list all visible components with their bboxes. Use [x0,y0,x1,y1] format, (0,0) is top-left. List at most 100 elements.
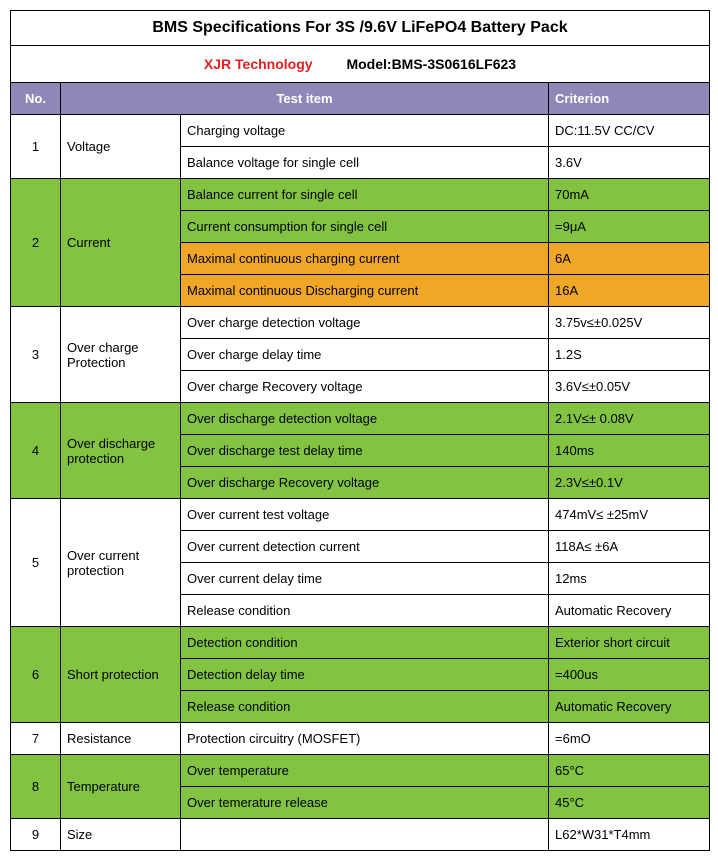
item-cell: Release condition [181,691,549,722]
group-row: 2CurrentBalance current for single cell7… [11,178,709,306]
criterion-cell: Automatic Recovery [549,595,709,626]
subrow: Over temperature65°C [181,755,709,786]
group-category: Short protection [61,627,181,722]
subrow: Over discharge Recovery voltage2.3V≤±0.1… [181,466,709,498]
group-category: Current [61,179,181,306]
item-cell: Balance voltage for single cell [181,147,549,178]
item-cell: Detection condition [181,627,549,658]
criterion-cell: 2.3V≤±0.1V [549,467,709,498]
subrow: Over discharge detection voltage2.1V≤± 0… [181,403,709,434]
header-criterion: Criterion [549,83,709,114]
criterion-cell: 65°C [549,755,709,786]
item-cell: Current consumption for single cell [181,211,549,242]
criterion-cell: 140ms [549,435,709,466]
group-no: 3 [11,307,61,402]
criterion-cell: DC:11.5V CC/CV [549,115,709,146]
size-empty [181,819,549,850]
header-no: No. [11,83,61,114]
subrows: Over current test voltage474mV≤ ±25mVOve… [181,499,709,626]
item-cell: Over charge delay time [181,339,549,370]
subrow: Over current test voltage474mV≤ ±25mV [181,499,709,530]
size-cat: Size [61,819,181,850]
subrow: Release conditionAutomatic Recovery [181,594,709,626]
size-crit: L62*W31*T4mm [549,819,709,850]
group-category: Over current protection [61,499,181,626]
group-row: 8TemperatureOver temperature65°COver tem… [11,754,709,818]
criterion-cell: 6A [549,243,709,274]
criterion-cell: 474mV≤ ±25mV [549,499,709,530]
subrow: Maximal continuous charging current6A [181,242,709,274]
subrows: Over charge detection voltage3.75v≤±0.02… [181,307,709,402]
item-cell: Detection delay time [181,659,549,690]
subrows: Detection conditionExterior short circui… [181,627,709,722]
group-no: 7 [11,723,61,754]
group-row: 5Over current protectionOver current tes… [11,498,709,626]
group-no: 8 [11,755,61,818]
model-label: Model:BMS-3S0616LF623 [346,56,516,72]
subrow: Balance voltage for single cell3.6V [181,146,709,178]
subrow: Balance current for single cell70mA [181,179,709,210]
subrow: Detection delay time=400us [181,658,709,690]
item-cell: Over discharge test delay time [181,435,549,466]
subtitle-row: XJR Technology Model:BMS-3S0616LF623 [11,46,709,83]
criterion-cell: Automatic Recovery [549,691,709,722]
subrow: Charging voltageDC:11.5V CC/CV [181,115,709,146]
group-no: 5 [11,499,61,626]
criterion-cell: 3.75v≤±0.025V [549,307,709,338]
item-cell: Over current delay time [181,563,549,594]
item-cell: Charging voltage [181,115,549,146]
criterion-cell: 12ms [549,563,709,594]
item-cell: Over current test voltage [181,499,549,530]
criterion-cell: 2.1V≤± 0.08V [549,403,709,434]
group-row: 6Short protectionDetection conditionExte… [11,626,709,722]
criterion-cell: 70mA [549,179,709,210]
criterion-cell: 1.2S [549,339,709,370]
item-cell: Over discharge Recovery voltage [181,467,549,498]
item-cell: Over charge detection voltage [181,307,549,338]
item-cell: Maximal continuous charging current [181,243,549,274]
subrow: Over charge Recovery voltage3.6V≤±0.05V [181,370,709,402]
group-row: 3Over charge ProtectionOver charge detec… [11,306,709,402]
criterion-cell: 118A≤ ±6A [549,531,709,562]
subrow: Over current delay time12ms [181,562,709,594]
subrow: Maximal continuous Discharging current16… [181,274,709,306]
subrow: Release conditionAutomatic Recovery [181,690,709,722]
group-row: 1VoltageCharging voltageDC:11.5V CC/CVBa… [11,114,709,178]
subrow: Over charge delay time1.2S [181,338,709,370]
item-cell: Release condition [181,595,549,626]
group-row: 4Over discharge protectionOver discharge… [11,402,709,498]
criterion-cell: 16A [549,275,709,306]
group-category: Temperature [61,755,181,818]
group-no: 1 [11,115,61,178]
item-cell: Over temerature release [181,787,549,818]
subrow: Over charge detection voltage3.75v≤±0.02… [181,307,709,338]
subrows: Charging voltageDC:11.5V CC/CVBalance vo… [181,115,709,178]
title: BMS Specifications For 3S /9.6V LiFePO4 … [11,11,709,46]
criterion-cell: =6mO [549,723,709,754]
group-category: Voltage [61,115,181,178]
item-cell: Balance current for single cell [181,179,549,210]
group-no: 6 [11,627,61,722]
criterion-cell: 45°C [549,787,709,818]
size-row: 9 Size L62*W31*T4mm [11,818,709,850]
table-header: No. Test item Criterion [11,83,709,114]
subrow: Current consumption for single cell=9μA [181,210,709,242]
subrows: Over discharge detection voltage2.1V≤± 0… [181,403,709,498]
spec-table: BMS Specifications For 3S /9.6V LiFePO4 … [10,10,710,851]
subrow: Over discharge test delay time140ms [181,434,709,466]
subrow: Protection circuitry (MOSFET)=6mO [181,723,709,754]
groups-container: 1VoltageCharging voltageDC:11.5V CC/CVBa… [11,114,709,818]
item-cell: Protection circuitry (MOSFET) [181,723,549,754]
item-cell: Over current detection current [181,531,549,562]
item-cell: Over discharge detection voltage [181,403,549,434]
group-no: 4 [11,403,61,498]
item-cell: Over temperature [181,755,549,786]
item-cell: Maximal continuous Discharging current [181,275,549,306]
company-name: XJR Technology [204,56,313,72]
subrows: Protection circuitry (MOSFET)=6mO [181,723,709,754]
size-no: 9 [11,819,61,850]
criterion-cell: 3.6V≤±0.05V [549,371,709,402]
subrow: Over current detection current118A≤ ±6A [181,530,709,562]
subrows: Balance current for single cell70mACurre… [181,179,709,306]
criterion-cell: Exterior short circuit [549,627,709,658]
